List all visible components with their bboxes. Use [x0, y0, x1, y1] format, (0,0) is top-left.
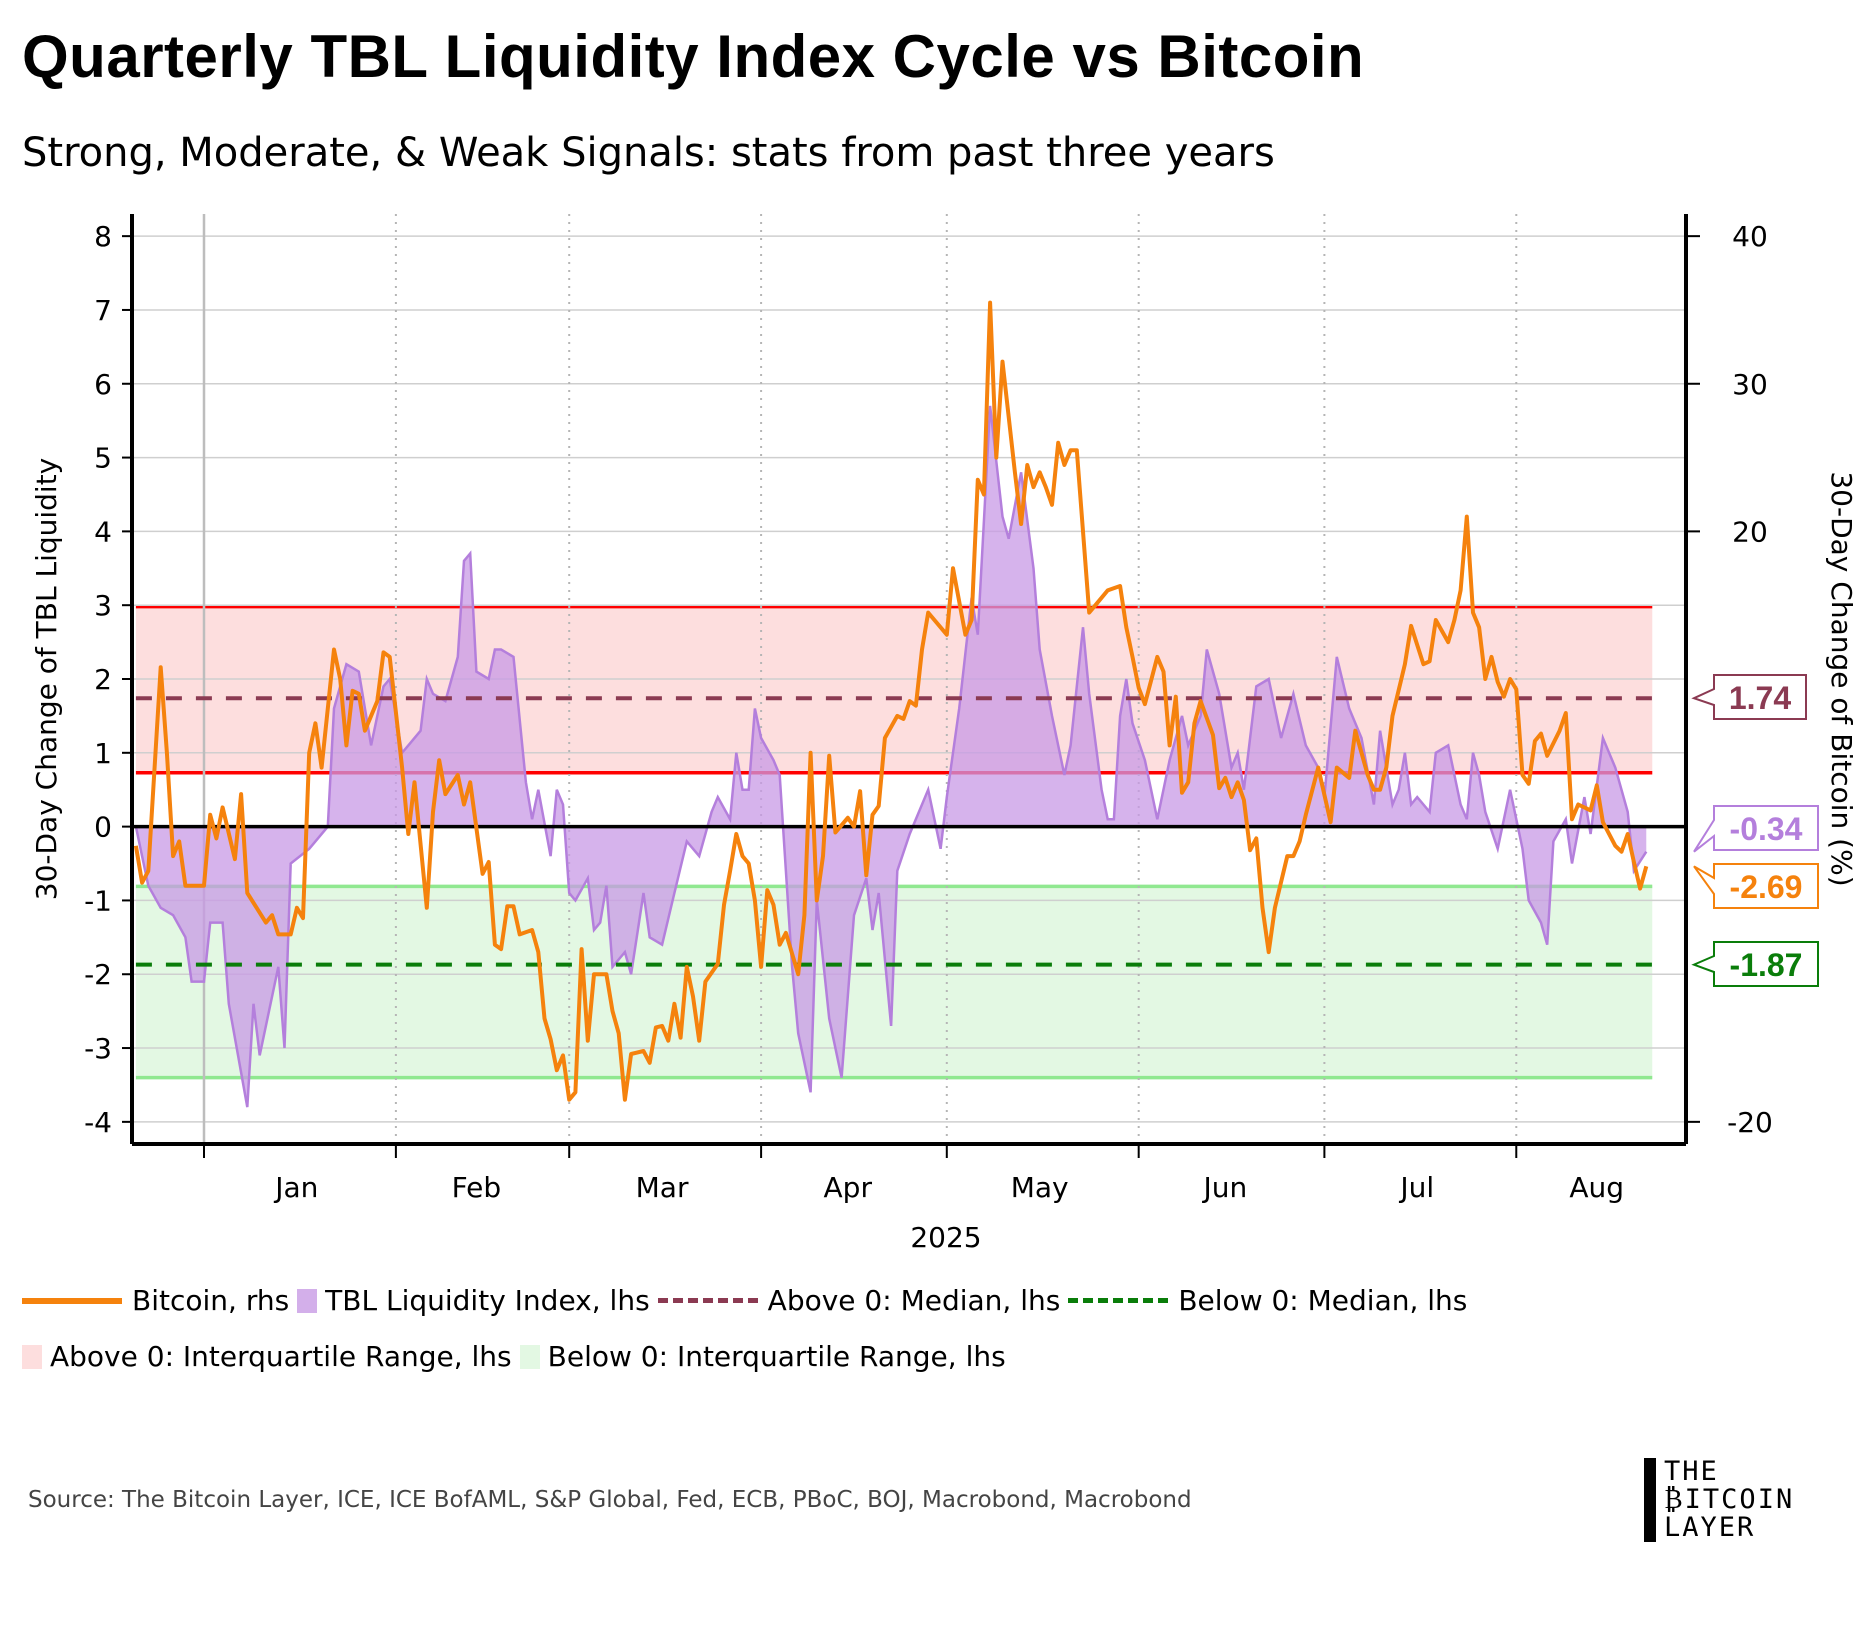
left-tick-label: 2	[94, 663, 112, 696]
left-tick-label: 5	[94, 442, 112, 475]
liquidity-area	[135, 405, 1647, 1108]
chart-title: Quarterly TBL Liquidity Index Cycle vs B…	[22, 23, 1365, 90]
callout-box	[1693, 805, 1819, 853]
legend-label: Below 0: Median, lhs	[1178, 1284, 1468, 1317]
x-tick-label: Jun	[1201, 1171, 1247, 1204]
left-tick-label: 1	[94, 737, 112, 770]
left-tick-label: 3	[94, 589, 112, 622]
right-tick-label: 20	[1732, 515, 1768, 548]
left-tick-label: 6	[94, 368, 112, 401]
the-bitcoin-layer-logo: THE ₿ITCOIN LAYER	[1644, 1458, 1794, 1542]
callout-label: -0.34	[1730, 811, 1803, 847]
left-tick-label: -2	[84, 958, 112, 991]
x-tick-label: Feb	[452, 1171, 502, 1204]
right-tick-label: 30	[1732, 368, 1768, 401]
legend-item-above-iqr: Above 0: Interquartile Range, lhs	[22, 1340, 512, 1373]
left-tick-label: -3	[84, 1032, 112, 1065]
right-tick-label: 40	[1732, 220, 1768, 253]
left-tick-label: -4	[84, 1106, 112, 1139]
legend-swatch	[1068, 1298, 1169, 1303]
left-tick-label: 7	[94, 294, 112, 327]
x-tick-label: Jul	[1398, 1171, 1434, 1204]
logo-line: LAYER	[1664, 1512, 1756, 1543]
legend-label: Above 0: Interquartile Range, lhs	[50, 1340, 512, 1373]
legend-item-below-iqr: Below 0: Interquartile Range, lhs	[519, 1340, 1006, 1373]
callout-label: 1.74	[1729, 680, 1791, 716]
left-tick-label: -1	[84, 884, 112, 917]
legend-label: Above 0: Median, lhs	[767, 1284, 1061, 1317]
bitcoin-line	[133, 300, 1649, 1102]
callout-label: -2.69	[1730, 869, 1803, 905]
logo-line: ₿ITCOIN	[1664, 1484, 1795, 1515]
legend-item-above-median: Above 0: Median, lhs	[657, 1284, 1061, 1317]
legend-swatch	[657, 1298, 758, 1303]
right-axis-label: 30-Day Change of Bitcoin (%)	[1825, 471, 1858, 886]
source-note: Source: The Bitcoin Layer, ICE, ICE BofA…	[28, 1487, 1192, 1513]
legend-label: TBL Liquidity Index, lhs	[325, 1284, 650, 1317]
callout-label: -1.87	[1730, 947, 1803, 983]
legend-row-2: Above 0: Interquartile Range, lhs Below …	[22, 1340, 1014, 1373]
legend-item-liquidity: TBL Liquidity Index, lhs	[297, 1284, 650, 1317]
legend-row-1: Bitcoin, rhs TBL Liquidity Index, lhs Ab…	[22, 1284, 1475, 1317]
callout-box	[1693, 863, 1819, 909]
legend-item-bitcoin: Bitcoin, rhs	[22, 1284, 289, 1317]
legend-swatch	[22, 1297, 122, 1304]
logo-bar	[1644, 1458, 1656, 1542]
logo-line: THE	[1664, 1456, 1719, 1487]
legend-swatch	[22, 1344, 42, 1369]
logo-text: THE ₿ITCOIN LAYER	[1664, 1458, 1794, 1542]
legend-swatch	[297, 1288, 318, 1313]
legend-swatch	[519, 1344, 540, 1369]
x-tick-label: Aug	[1569, 1171, 1624, 1204]
x-tick-label: May	[1011, 1171, 1069, 1204]
left-axis-label: 30-Day Change of TBL Liquidity	[30, 458, 63, 901]
right-tick-label: -20	[1727, 1106, 1773, 1139]
legend-label: Below 0: Interquartile Range, lhs	[547, 1340, 1006, 1373]
left-tick-label: 8	[94, 220, 112, 253]
liquidity-line	[134, 405, 1648, 1108]
callout-box	[1691, 674, 1807, 720]
x-tick-label: Mar	[636, 1171, 689, 1204]
x-tick-label: Apr	[824, 1171, 873, 1204]
legend-label: Bitcoin, rhs	[132, 1284, 290, 1317]
left-tick-label: 0	[94, 811, 112, 844]
x-tick-label: Jan	[273, 1171, 318, 1204]
chart-subtitle: Strong, Moderate, & Weak Signals: stats …	[22, 130, 1275, 176]
callout-box	[1691, 941, 1819, 987]
legend-item-below-median: Below 0: Median, lhs	[1068, 1284, 1467, 1317]
x-axis-label: 2025	[910, 1221, 981, 1254]
left-tick-label: 4	[94, 515, 112, 548]
